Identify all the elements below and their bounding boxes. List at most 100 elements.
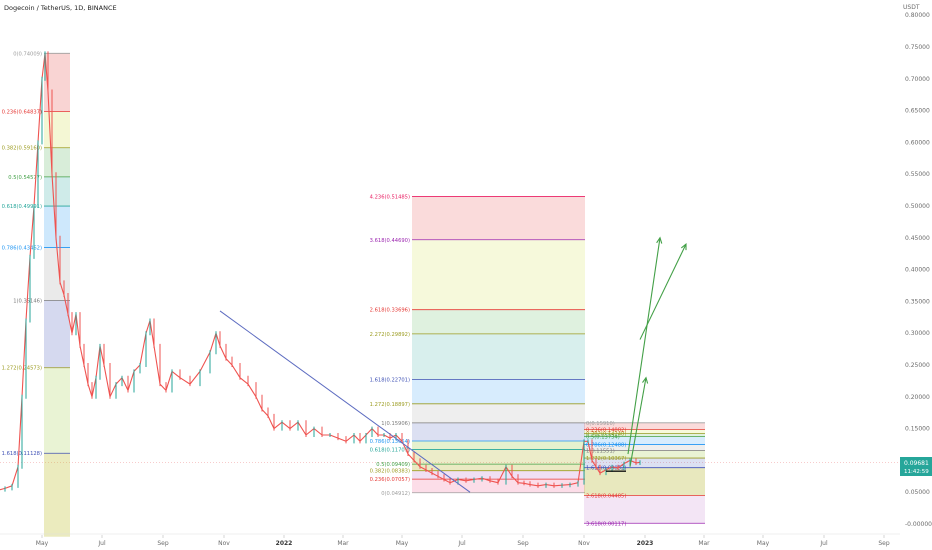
fib-3-level-label: 0.786(0.12488) (586, 443, 626, 449)
fib-3-level-label: 0.236(0.14882) (586, 427, 626, 433)
fib-3-level-label: 1.272(0.10367) (586, 456, 626, 462)
fib-3-level-label: 0.5(0.13734) (586, 435, 620, 441)
fib-3-band (584, 422, 705, 430)
time-tick-label: May (396, 540, 409, 547)
fib-2-band (412, 440, 585, 450)
price-tick: 0.20000 (905, 394, 930, 401)
fib-1-band (44, 300, 70, 368)
arrow-line (629, 377, 647, 467)
time-tick-label: Nov (218, 540, 230, 547)
time-tick-label: Mar (337, 540, 349, 547)
fib-3-band (584, 436, 705, 445)
fib-1-band (44, 453, 70, 537)
time-tick-label: Nov (578, 540, 590, 547)
price-tick: 0.15000 (905, 426, 930, 433)
fib-3-band (584, 429, 705, 434)
fib-2-level-label: 0.382(0.08383) (370, 469, 410, 475)
price-tick: 0.75000 (905, 44, 930, 51)
fib-3-level-label: 1(0.11551) (586, 449, 615, 455)
fib-2-level-label: 0.236(0.07057) (370, 477, 410, 483)
price-tick: 0.65000 (905, 108, 930, 115)
fib-1-level-label: 0(0.74009) (13, 51, 42, 57)
fib-1-level-label: 0.236(0.64837) (2, 110, 42, 116)
fib-3-band (584, 450, 705, 459)
fib-1-level-label: 0.786(0.43462) (2, 246, 42, 252)
time-tick-label: Mar (698, 540, 710, 547)
fib-1-band (44, 367, 70, 454)
time-tick-label: Jul (819, 540, 828, 547)
fib-1-level-label: 0.5(0.54577) (8, 175, 42, 181)
fib-2-level-label: 2.272(0.29892) (370, 332, 410, 338)
fib-2-level-label: 1.272(0.18897) (370, 402, 410, 408)
fib-2-level-label: 4.236(0.51485) (370, 195, 410, 201)
fib-1-level-label: 1.272(0.24573) (2, 366, 42, 372)
last-price-value: 0.09681 (904, 460, 929, 467)
fib-1-level-label: 0.618(0.49991) (2, 204, 42, 210)
time-tick-label: Sep (517, 540, 529, 547)
price-tick: 0.60000 (905, 139, 930, 146)
time-tick-label: May (757, 540, 770, 547)
arrow-line (639, 243, 687, 340)
fib-2-level-label: 0.786(0.13054) (370, 439, 410, 445)
price-tick: 0.80000 (905, 12, 930, 19)
fib-2-band (412, 309, 585, 334)
fib-3-level-label: 0(0.15910) (586, 421, 615, 427)
time-axis[interactable]: May Jul Sep Nov 2022 Mar May Jul Sep Nov 2023 Mar Ma… (0, 533, 900, 547)
last-price-tag (900, 457, 932, 476)
fib-3-level-label: 2.618(0.04485) (586, 493, 626, 499)
fib-3-band (584, 458, 705, 468)
fib-3-level-label: 3.618(0.00117) (586, 521, 626, 527)
price-axis[interactable]: 0.80000 0.75000 0.70000 0.65000 0.60000 0.550… (905, 12, 932, 528)
fib-2-band (412, 379, 585, 404)
fib-1-level-label: 0.382(0.59160) (2, 146, 42, 152)
fib-2-band (412, 422, 585, 441)
price-tick: 0.30000 (905, 330, 930, 337)
price-tick: -0.00000 (905, 521, 932, 528)
time-tick-label: Jul (97, 540, 106, 547)
currency-label: USDT (903, 4, 920, 11)
arrow-head (680, 243, 687, 251)
fib-2-band (412, 479, 585, 493)
price-tick: 0.25000 (905, 362, 930, 369)
price-tick: 0.50000 (905, 203, 930, 210)
fib-3-band (584, 433, 705, 437)
fib-2-band (412, 464, 585, 471)
price-tick: 0.70000 (905, 76, 930, 83)
fib-1-band (44, 176, 70, 207)
time-tick-label: 2022 (276, 540, 293, 547)
fib-1-band (44, 247, 70, 301)
fib-3-band (584, 444, 705, 451)
countdown-value: 11:42:59 (904, 469, 929, 475)
fib-2-level-label: 1(0.15906) (381, 421, 410, 427)
fib-2-band (412, 403, 585, 423)
price-tick: 0.55000 (905, 171, 930, 178)
time-tick-label: Sep (157, 540, 169, 547)
price-tick: 0.35000 (905, 298, 930, 305)
price-tick: 0.05000 (905, 489, 930, 496)
fib-2-level-label: 3.618(0.44690) (370, 238, 410, 244)
price-tick: 0.40000 (905, 267, 930, 274)
fib-2-level-label: 0.618(0.11707) (370, 448, 410, 454)
drawings[interactable] (219, 236, 687, 493)
price-series (0, 51, 641, 492)
fib-2-band (412, 333, 585, 380)
time-tick-label: Sep (878, 540, 890, 547)
fib-retracements[interactable]: 0(0.74009) 0.236(0.64837) 0.382(0.59160) 0.… (2, 51, 705, 537)
arrow-line (627, 237, 661, 455)
fib-3-level-label: 0.382(0.14248) (586, 431, 626, 437)
trendline (219, 310, 471, 493)
fib-3-band (584, 467, 705, 496)
fib-2-band (412, 449, 585, 465)
fib-2-level-label: 0(0.04912) (381, 491, 410, 497)
chart-title: Dogecoin / TetherUS, 1D, BINANCE (4, 4, 117, 12)
fib-1-band (44, 111, 70, 148)
price-tick: 0.45000 (905, 235, 930, 242)
time-tick-label: 2023 (637, 540, 654, 547)
fib-2-band (412, 470, 585, 480)
time-tick-label: Jul (457, 540, 466, 547)
arrow-head (656, 236, 663, 244)
fib-2-band (412, 196, 585, 240)
time-tick-label: May (36, 540, 49, 547)
